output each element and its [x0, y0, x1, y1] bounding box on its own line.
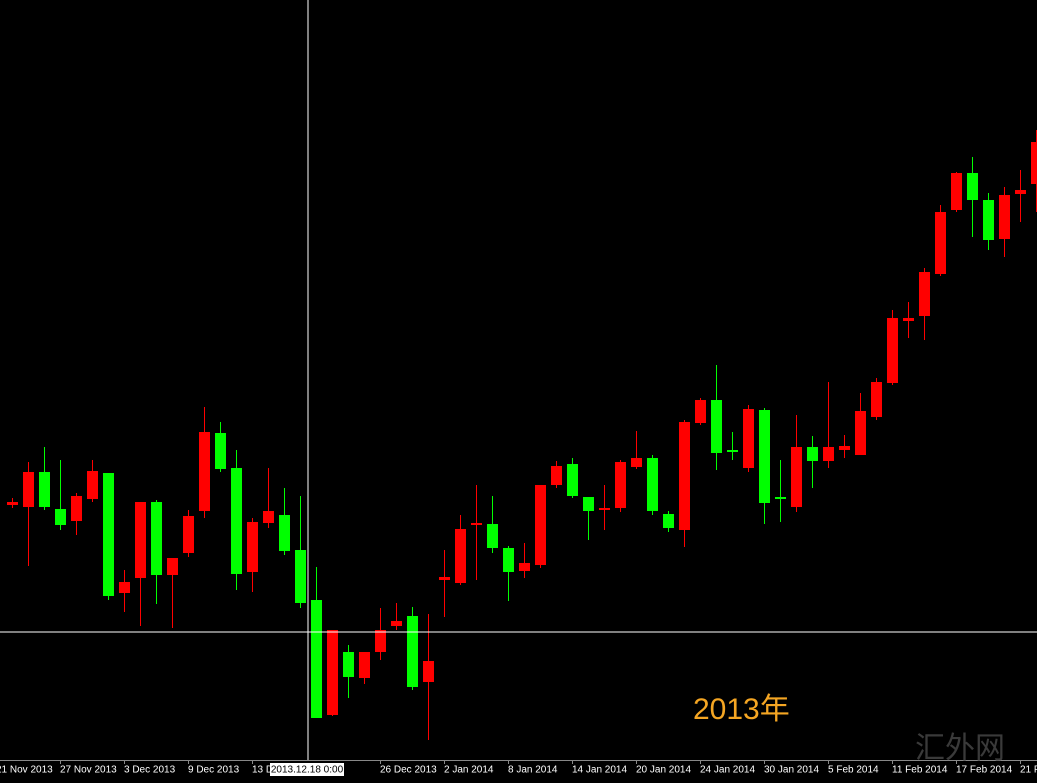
annotation: 2013年: [693, 693, 790, 726]
crosshair-label: 2013.12.18 0:00: [271, 765, 344, 776]
candle-body: [599, 508, 610, 510]
candle-body: [407, 616, 418, 687]
candle-body: [839, 446, 850, 450]
candle-body: [7, 502, 18, 505]
candle-body: [743, 409, 754, 468]
candle-body: [487, 524, 498, 548]
candle-body: [503, 548, 514, 572]
x-tick-label: 26 Dec 2013: [380, 765, 437, 776]
candle-body: [311, 600, 322, 718]
candle-body: [855, 411, 866, 455]
x-tick-label: 24 Jan 2014: [700, 765, 755, 776]
candle-body: [247, 522, 258, 572]
candle-body: [519, 563, 530, 571]
candle-body: [71, 496, 82, 521]
candle-body: [871, 382, 882, 417]
candle-body: [39, 472, 50, 507]
candle-body: [951, 173, 962, 210]
candle-body: [471, 523, 482, 525]
candle-body: [919, 272, 930, 316]
candle-body: [439, 577, 450, 580]
candle-body: [935, 212, 946, 274]
candle-body: [455, 529, 466, 583]
candle-body: [631, 458, 642, 467]
candle-body: [199, 432, 210, 511]
candle-body: [983, 200, 994, 240]
candle-body: [1015, 190, 1026, 194]
candle-body: [183, 516, 194, 553]
candle-body: [727, 450, 738, 452]
candle-body: [759, 410, 770, 503]
candle-body: [295, 550, 306, 603]
candle-body: [967, 173, 978, 200]
candle-body: [423, 661, 434, 682]
candle-body: [679, 422, 690, 530]
crosshair-label-box: [270, 763, 344, 776]
candle-body: [327, 630, 338, 715]
candle-body: [807, 447, 818, 461]
candle-body: [903, 318, 914, 321]
candle-body: [663, 514, 674, 528]
candle-body: [359, 652, 370, 678]
candle-body: [263, 511, 274, 523]
x-tick-label: 9 Dec 2013: [188, 765, 240, 776]
candle-body: [279, 515, 290, 551]
candle-body: [823, 447, 834, 461]
x-tick-label: 30 Jan 2014: [764, 765, 819, 776]
candle-body: [1031, 142, 1037, 184]
candle-body: [583, 497, 594, 511]
x-tick-label: 8 Jan 2014: [508, 765, 558, 776]
candle-body: [775, 497, 786, 499]
candle-body: [711, 400, 722, 453]
candle-body: [615, 462, 626, 508]
candle-body: [791, 447, 802, 507]
x-tick-label: 21 Nov 2013: [0, 765, 53, 776]
watermark: 汇外网: [915, 731, 1005, 766]
candle-body: [551, 466, 562, 485]
x-tick-label: 20 Jan 2014: [636, 765, 691, 776]
candle-body: [23, 472, 34, 507]
x-tick-label: 27 Nov 2013: [60, 765, 117, 776]
candle-body: [695, 400, 706, 423]
candle-body: [231, 468, 242, 574]
candle-body: [119, 582, 130, 593]
candle-body: [103, 473, 114, 596]
candle-body: [887, 318, 898, 383]
candles: [7, 130, 1037, 740]
candle-body: [647, 458, 658, 511]
candle-body: [391, 621, 402, 626]
candle-body: [55, 509, 66, 525]
x-tick-label: 3 Dec 2013: [124, 765, 176, 776]
candle-body: [215, 433, 226, 469]
x-tick-label: 14 Jan 2014: [572, 765, 627, 776]
candle-body: [167, 558, 178, 575]
x-tick-label: 21 Feb 2014: [1020, 765, 1037, 776]
candle-body: [343, 652, 354, 677]
x-tick-label: 11 Feb 2014: [892, 765, 948, 776]
candle-body: [567, 464, 578, 496]
candle-body: [999, 195, 1010, 239]
x-tick-label: 2 Jan 2014: [444, 765, 494, 776]
candle-body: [535, 485, 546, 565]
x-tick-label: 17 Feb 2014: [956, 765, 1013, 776]
candle-body: [135, 502, 146, 578]
x-tick-label: 5 Feb 2014: [828, 765, 879, 776]
candle-body: [375, 630, 386, 652]
candle-body: [151, 502, 162, 575]
candle-body: [87, 471, 98, 499]
